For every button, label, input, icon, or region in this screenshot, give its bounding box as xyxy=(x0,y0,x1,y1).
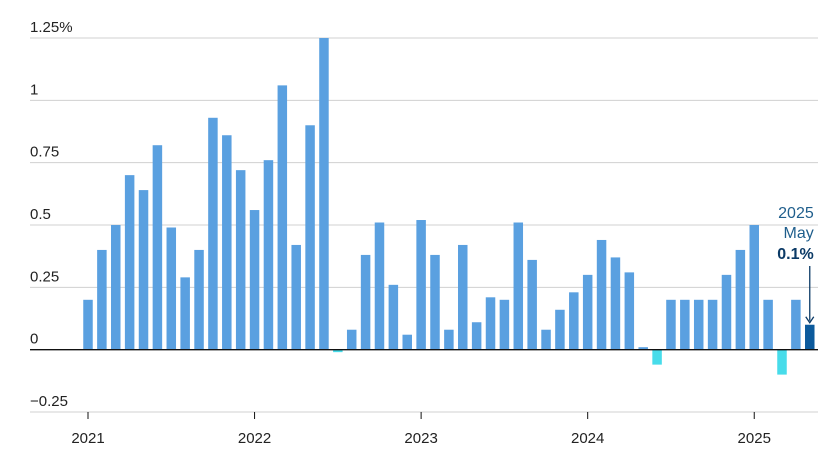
x-tick-label: 2022 xyxy=(238,430,271,447)
x-tick-label: 2024 xyxy=(571,430,604,447)
bar xyxy=(582,274,593,350)
bar xyxy=(610,257,621,350)
bar xyxy=(346,329,357,350)
annotation-arrow-head xyxy=(805,316,815,324)
bar xyxy=(319,38,329,350)
x-axis-ticks: 2021 2022 2023 2024 2025 xyxy=(71,412,771,447)
latest-value-annotation: 2025 May 0.1% xyxy=(777,205,815,324)
bar xyxy=(680,299,690,350)
bar xyxy=(388,284,399,350)
bar xyxy=(180,277,190,350)
bars xyxy=(83,38,815,375)
bar xyxy=(569,292,579,350)
y-tick-label: 0.5 xyxy=(30,206,51,223)
bar xyxy=(527,259,537,350)
bar xyxy=(222,135,232,350)
bar xyxy=(777,349,787,375)
y-tick-label: 0.25 xyxy=(30,268,59,285)
bar xyxy=(152,145,163,350)
y-tick-label: 1 xyxy=(30,81,38,98)
bar xyxy=(638,347,648,350)
bar xyxy=(208,117,218,350)
bar xyxy=(194,249,204,350)
bar xyxy=(721,274,732,350)
y-axis-tick-labels: −0.25 0 0.25 0.5 0.75 1 1.25% xyxy=(30,19,73,410)
bar xyxy=(458,244,468,350)
bar xyxy=(166,227,177,350)
bar xyxy=(763,299,773,350)
bar xyxy=(277,85,288,350)
bar xyxy=(333,349,343,353)
bar xyxy=(402,334,412,350)
bar xyxy=(693,299,704,350)
bar xyxy=(111,225,121,350)
bar xyxy=(652,349,662,365)
bar xyxy=(749,225,759,350)
bar xyxy=(263,160,274,350)
bar xyxy=(791,299,801,350)
bar xyxy=(430,254,440,350)
bar xyxy=(444,329,454,350)
y-tick-label: 0 xyxy=(30,331,38,348)
bar-latest xyxy=(805,324,815,350)
annotation-value: 0.1% xyxy=(777,246,813,263)
bar xyxy=(735,249,746,350)
annotation-year: 2025 xyxy=(778,205,814,222)
x-tick-label: 2023 xyxy=(404,430,437,447)
bar xyxy=(138,190,149,350)
bar xyxy=(596,239,607,350)
bar xyxy=(471,322,482,350)
annotation-month: May xyxy=(784,225,814,242)
x-tick-label: 2021 xyxy=(71,430,104,447)
y-tick-label: −0.25 xyxy=(30,393,68,410)
bar xyxy=(541,329,551,350)
bar xyxy=(666,299,676,350)
bar xyxy=(707,299,718,350)
bar xyxy=(624,272,635,350)
bar xyxy=(555,309,565,350)
bar xyxy=(291,244,301,350)
bar xyxy=(513,222,524,350)
bar xyxy=(305,125,315,350)
bar xyxy=(249,210,260,350)
bar xyxy=(416,220,426,350)
bar xyxy=(97,249,107,350)
bar xyxy=(374,222,385,350)
bar xyxy=(499,299,510,350)
x-tick-label: 2025 xyxy=(738,430,771,447)
bar xyxy=(485,297,496,350)
y-tick-label: 0.75 xyxy=(30,144,59,161)
bar xyxy=(235,170,246,350)
bar xyxy=(360,254,371,350)
bar xyxy=(83,299,93,350)
bar xyxy=(124,175,135,350)
y-tick-label: 1.25% xyxy=(30,19,73,36)
